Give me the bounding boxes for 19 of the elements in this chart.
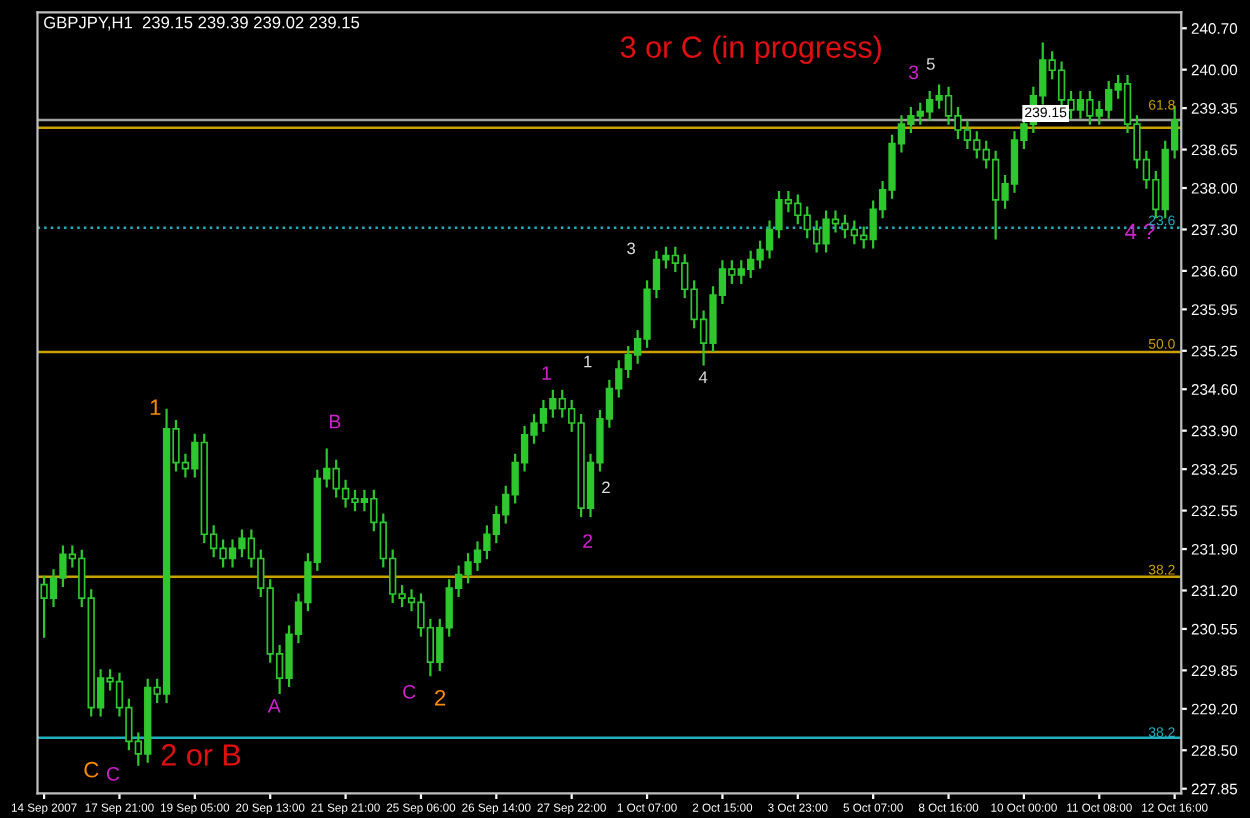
annotation: C (106, 766, 120, 781)
annotation: 2 (435, 689, 446, 706)
annotation: 3 or C (in progress) (620, 35, 881, 65)
annotation: A (267, 699, 281, 713)
annotation: 4 (698, 371, 708, 383)
chart-title: GBPJPY,H1 239.15 239.39 239.02 239.15 (44, 16, 360, 31)
annotation: C (84, 761, 99, 778)
annotation: 4 ? (1125, 223, 1155, 240)
annotation: 2 or B (161, 744, 241, 766)
annotation: 1 (584, 355, 592, 368)
annotation: 3 (627, 242, 636, 255)
annotation: C (403, 684, 416, 699)
annotation: 5 (926, 58, 935, 70)
annotation: B (329, 414, 341, 429)
annotation: 3 (908, 65, 919, 80)
annotation: 1 (150, 399, 161, 415)
annotation: 2 (583, 534, 593, 548)
annotation: 1 (542, 366, 551, 380)
annotation: 2 (602, 481, 610, 494)
